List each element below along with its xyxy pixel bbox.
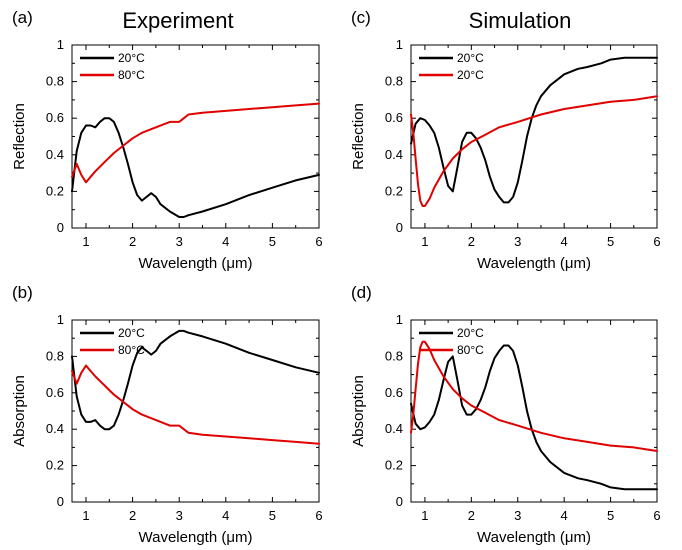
column-title-simulation: Simulation (469, 8, 572, 33)
x-tick-label: 1 (421, 508, 428, 523)
x-tick-label: 3 (176, 234, 183, 249)
series-line (410, 56, 658, 204)
y-tick-label: 1 (57, 37, 64, 52)
series-line (71, 117, 320, 218)
y-tick-label: 0.2 (385, 458, 403, 473)
y-axis-label: Absorption (11, 375, 28, 447)
x-tick-label: 2 (468, 508, 475, 523)
y-axis-label: Reflection (350, 103, 367, 170)
x-axis-label: Wavelength (μm) (139, 255, 253, 272)
x-tick-label: 2 (129, 234, 136, 249)
column-title-experiment: Experiment (122, 8, 233, 33)
panel-label: (c) (351, 8, 371, 27)
legend-label: 80°C (457, 343, 484, 357)
x-axis-label: Wavelength (μm) (477, 529, 591, 546)
series-line (410, 344, 658, 491)
y-tick-label: 0.8 (46, 74, 64, 89)
y-tick-label: 1 (396, 37, 403, 52)
x-tick-label: 5 (607, 508, 614, 523)
y-tick-label: 0 (57, 494, 64, 509)
legend-label: 20°C (457, 68, 484, 82)
x-tick-label: 4 (561, 234, 568, 249)
x-tick-label: 3 (176, 508, 183, 523)
y-tick-label: 0.6 (46, 110, 64, 125)
x-tick-label: 3 (514, 234, 521, 249)
y-axis-label: Reflection (11, 103, 28, 170)
y-tick-label: 1 (57, 312, 64, 327)
series-line (71, 102, 320, 184)
y-tick-label: 0.4 (46, 421, 64, 436)
y-tick-label: 0.6 (385, 110, 403, 125)
x-tick-label: 3 (514, 508, 521, 523)
series-line (410, 95, 658, 207)
panel-label: (b) (12, 283, 33, 302)
x-tick-label: 5 (607, 234, 614, 249)
series-line (410, 340, 658, 452)
y-tick-label: 0 (396, 220, 403, 235)
x-tick-label: 6 (315, 234, 322, 249)
x-tick-label: 6 (315, 508, 322, 523)
legend-label: 20°C (118, 51, 145, 65)
legend-label: 20°C (457, 326, 484, 340)
y-tick-label: 0 (396, 494, 403, 509)
legend-label: 20°C (457, 51, 484, 65)
x-tick-label: 1 (421, 234, 428, 249)
y-tick-label: 0.8 (385, 348, 403, 363)
panel-label: (d) (351, 283, 372, 302)
x-tick-label: 1 (82, 508, 89, 523)
y-tick-label: 0 (57, 220, 64, 235)
y-tick-label: 0.4 (385, 421, 403, 436)
plot-frame (410, 319, 658, 503)
y-tick-label: 0.2 (385, 183, 403, 198)
panel-label: (a) (12, 8, 33, 27)
y-tick-label: 0.6 (46, 385, 64, 400)
y-tick-label: 0.6 (385, 385, 403, 400)
series-line (71, 364, 320, 445)
plot-frame (410, 44, 658, 229)
x-tick-label: 6 (653, 508, 660, 523)
x-tick-label: 5 (269, 234, 276, 249)
plot-frame (71, 44, 320, 229)
x-tick-label: 4 (222, 234, 229, 249)
legend-label: 20°C (118, 326, 145, 340)
series-line (71, 329, 320, 431)
y-tick-label: 0.4 (46, 147, 64, 162)
y-tick-label: 0.2 (46, 458, 64, 473)
plot-frame (71, 319, 320, 503)
y-tick-label: 1 (396, 312, 403, 327)
y-tick-label: 0.8 (385, 74, 403, 89)
x-tick-label: 2 (468, 234, 475, 249)
x-axis-label: Wavelength (μm) (477, 255, 591, 272)
legend-label: 80°C (118, 68, 145, 82)
y-tick-label: 0.2 (46, 183, 64, 198)
x-tick-label: 4 (561, 508, 568, 523)
y-tick-label: 0.4 (385, 147, 403, 162)
y-axis-label: Absorption (350, 375, 367, 447)
y-tick-label: 0.8 (46, 348, 64, 363)
x-tick-label: 4 (222, 508, 229, 523)
legend-label: 80°C (118, 343, 145, 357)
x-tick-label: 1 (82, 234, 89, 249)
x-tick-label: 5 (269, 508, 276, 523)
x-tick-label: 6 (653, 234, 660, 249)
x-tick-label: 2 (129, 508, 136, 523)
x-axis-label: Wavelength (μm) (139, 529, 253, 546)
